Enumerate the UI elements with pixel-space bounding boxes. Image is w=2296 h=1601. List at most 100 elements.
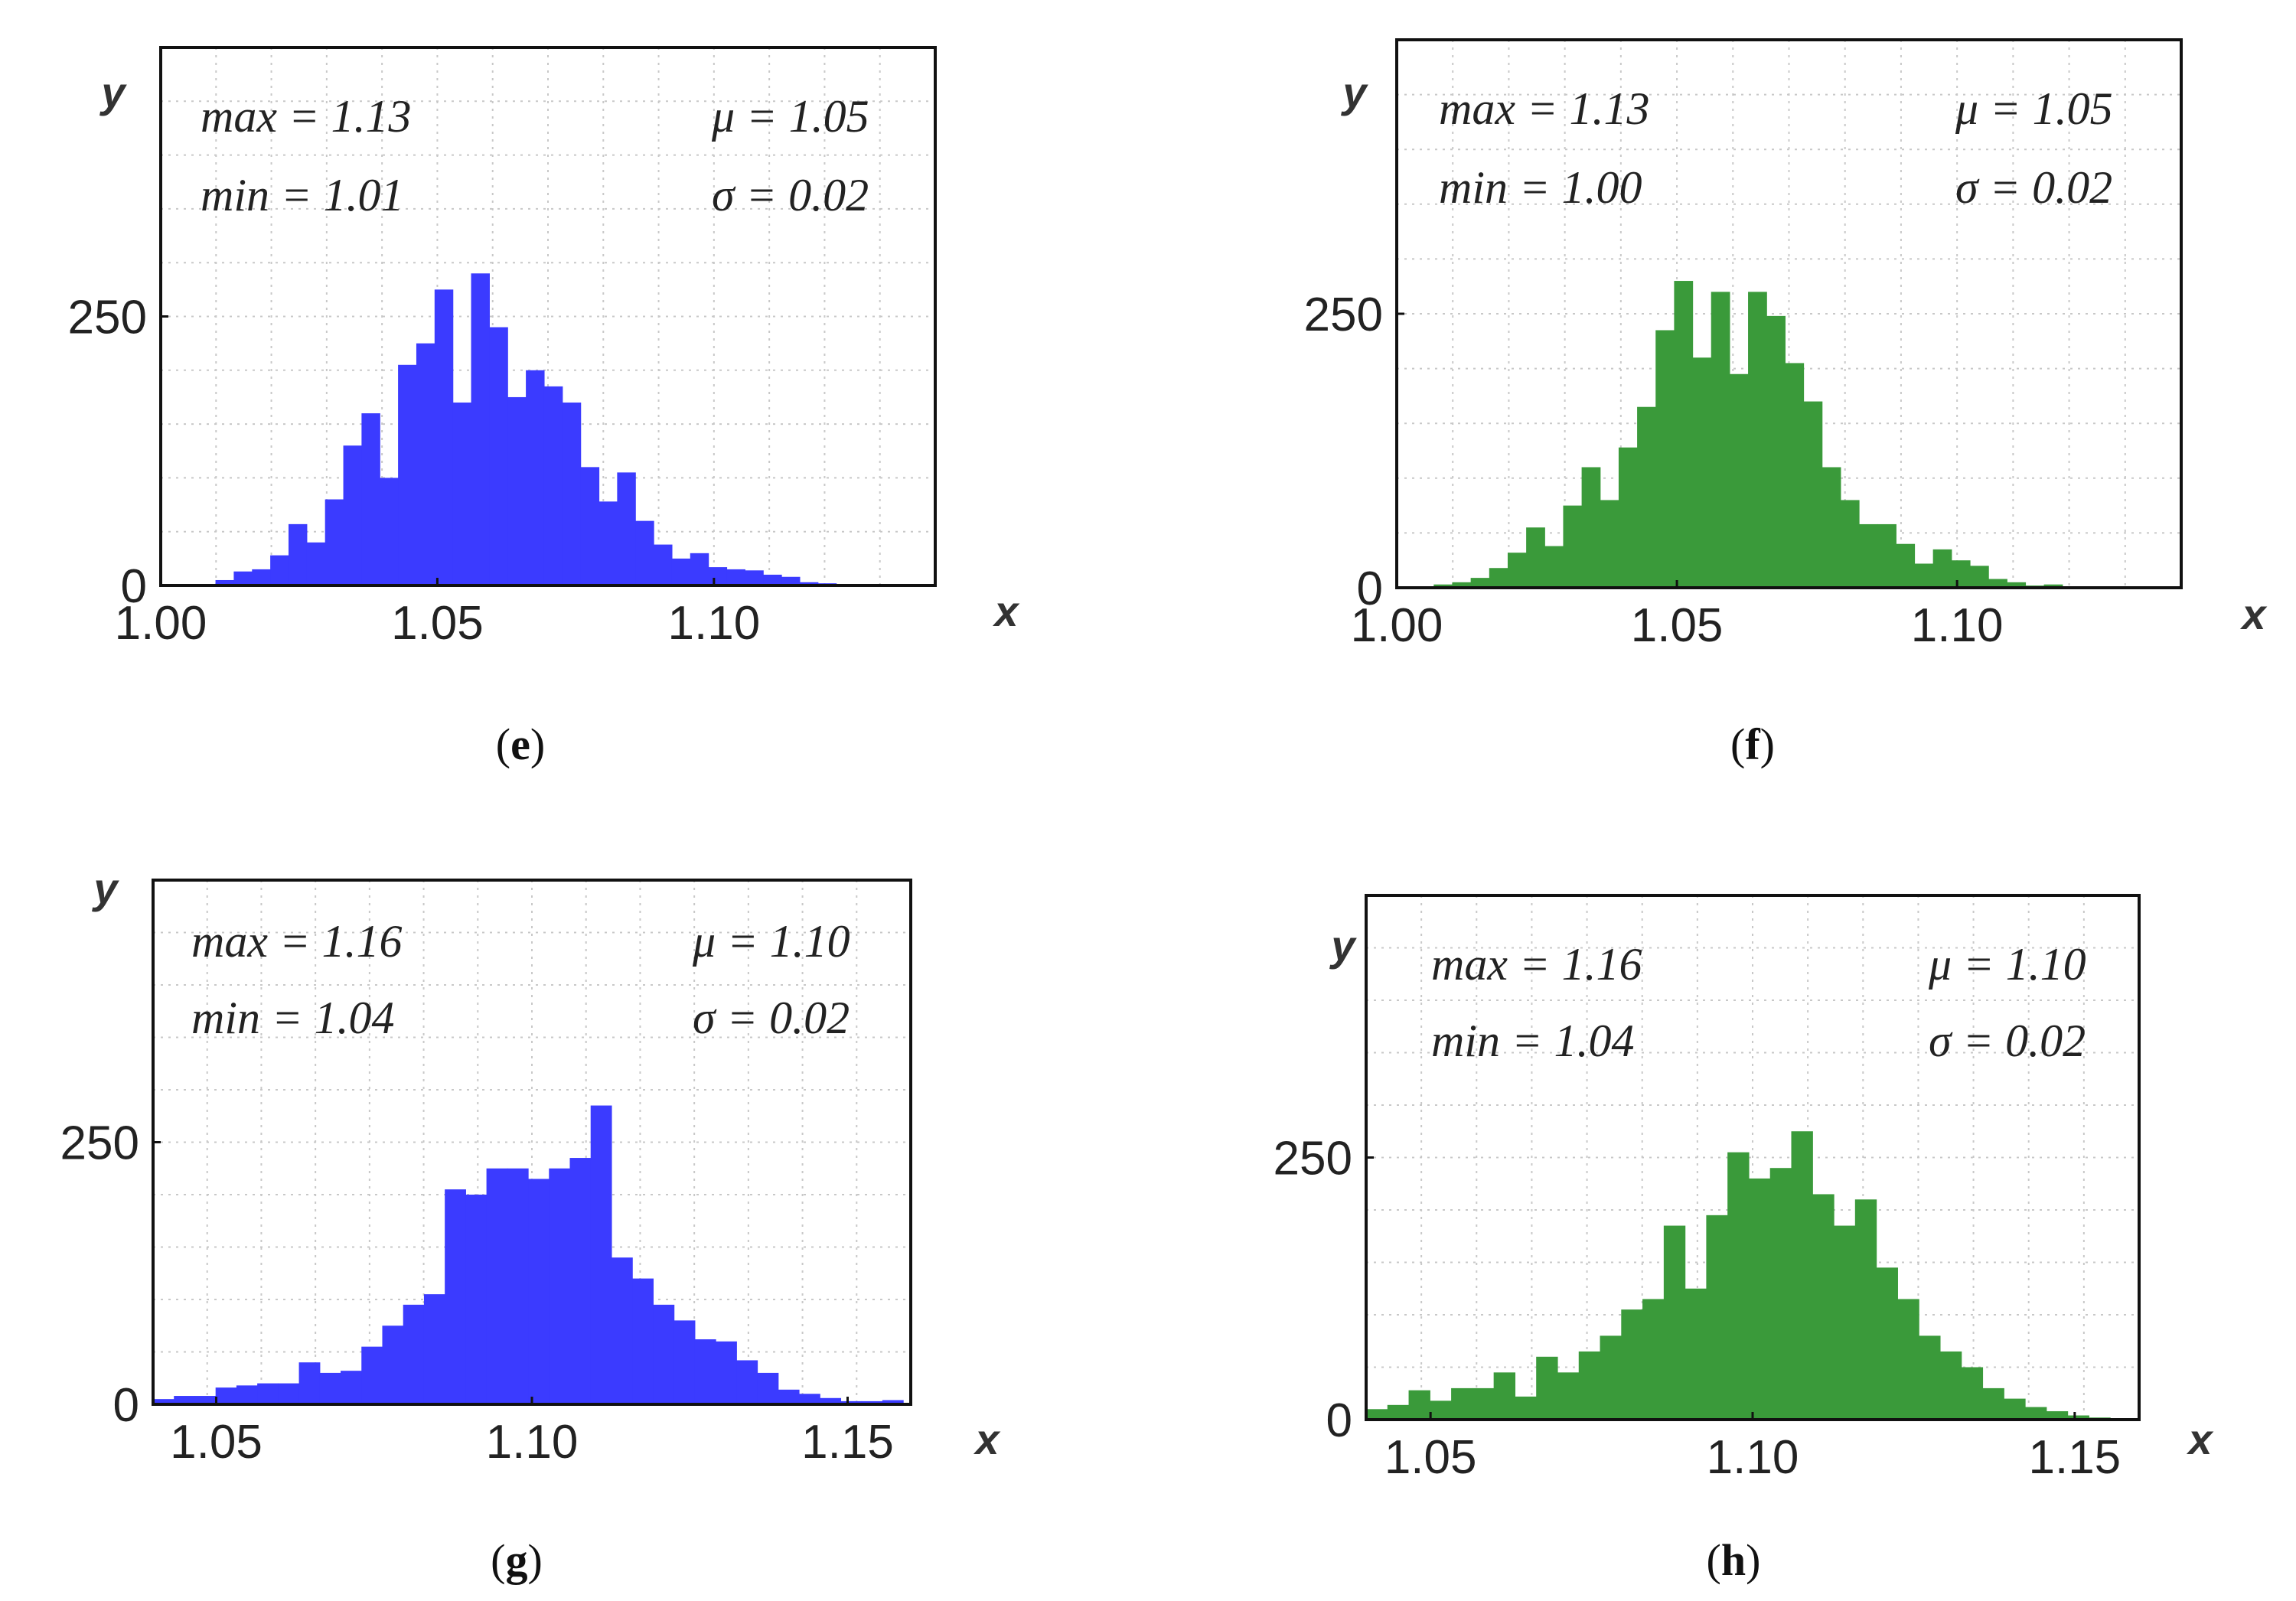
histogram-bar [319,1372,341,1404]
histogram-bar [507,1168,529,1404]
histogram-bar [2025,1407,2047,1420]
histogram-bar [1408,1390,1430,1420]
histogram-bar [1791,1131,1813,1420]
histogram-bar [2043,584,2063,588]
histogram-panel-g: 1.05 1.10 1.15 0 250 x y max = 1.16 min = 1.04 μ … [60,864,1002,1585]
histogram-bar [1914,563,1934,588]
x-axis-label: x [2186,1415,2214,1463]
histogram-bar [526,370,545,585]
histogram-bars [153,1105,904,1404]
histogram-bar [1692,357,1712,588]
stat-annotation-max: max = 1.13 [201,91,411,142]
histogram-bar [341,1371,362,1404]
histogram-bar [1932,549,1952,588]
histogram-bar [1507,553,1527,588]
histogram-bar [233,571,253,585]
histogram-bar [465,1195,488,1404]
histogram-bar [1637,406,1656,588]
histogram-bar [298,1362,321,1404]
histogram-bar [306,542,326,585]
histogram-bar [434,289,454,585]
x-tick-label: 1.10 [668,597,761,650]
histogram-bar [403,1304,425,1404]
x-tick-label: 1.05 [1384,1431,1477,1484]
histogram-bar [361,413,380,585]
x-axis-label: x [973,1415,1001,1463]
histogram-bar [528,1179,550,1404]
stat-annotation-sigma: σ = 0.02 [712,170,869,220]
stat-annotation-max: max = 1.16 [1431,939,1642,990]
histogram-bar [416,343,435,585]
histogram-bar [1526,527,1545,588]
histogram-bar [569,1158,592,1404]
histogram-bar [1544,546,1564,588]
histogram-bar [1766,315,1786,588]
histogram-bar [270,555,289,585]
histogram-bar [1729,373,1749,588]
stat-annotation-max: max = 1.16 [191,916,402,967]
histogram-bar [174,1396,196,1404]
histogram-bar [1536,1356,1558,1420]
stat-annotation-max: max = 1.13 [1439,83,1649,134]
histogram-bar [708,567,728,585]
histogram-bar [382,1325,404,1404]
histogram-bar [1727,1152,1750,1420]
histogram-bar [580,467,600,585]
histogram-bars [1433,281,2100,588]
histogram-bar [861,1400,883,1404]
histogram-bar [398,364,417,585]
y-axis-label: y [1329,921,1357,970]
histogram-bars [1366,1131,2132,1420]
y-tick-label: 250 [1304,289,1383,341]
histogram-bar [1557,1372,1580,1420]
histogram-bar [778,1389,800,1404]
histogram-bar [590,1105,612,1404]
y-tick-label: 0 [1357,562,1383,615]
histogram-bar [716,1341,737,1404]
histogram-bar [153,1399,174,1404]
histogram-bar [1600,1335,1622,1420]
histogram-bar [288,523,308,585]
histogram-bar [1578,1351,1601,1420]
histogram-bar [1769,1168,1792,1420]
x-tick-label: 1.05 [391,597,484,650]
histogram-bar [1387,1404,1410,1420]
histogram-bar [736,1360,758,1404]
histogram-bar [471,273,490,585]
histogram-bar [1433,584,1453,588]
histogram-bars [215,273,892,585]
histogram-bar [507,396,527,585]
histogram-bar [1919,1335,1941,1420]
histogram-bar [617,472,636,585]
histogram-bar [1988,579,2007,588]
histogram-bar [257,1383,279,1404]
histogram-bar [1470,578,1490,588]
stat-annotation-mu: μ = 1.05 [711,91,869,142]
histogram-bar [726,569,745,585]
histogram-panel-h: 1.05 1.10 1.15 0 250 x y max = 1.16 min = 1.04 μ … [1274,894,2214,1585]
panel-caption: (g) [491,1535,543,1585]
histogram-bar [1563,505,1583,588]
stat-annotation-min: min = 1.01 [201,170,404,220]
panel-caption: (e) [496,719,545,769]
histogram-bar [635,520,654,585]
stat-annotation-sigma: σ = 0.02 [1929,1016,2086,1066]
x-tick-label: 1.10 [1707,1431,1799,1484]
histogram-bar [1859,523,1878,588]
x-tick-label: 1.15 [2028,1431,2121,1484]
x-tick-label: 1.00 [1351,599,1443,652]
histogram-bar [1706,1215,1728,1420]
x-tick-label: 1.00 [115,597,207,650]
histogram-bar [562,402,582,585]
histogram-panel-e: 1.00 1.05 1.10 0 250 x y max = 1.13 min = 1.01 μ … [68,46,1020,769]
stat-annotation-min: min = 1.04 [191,993,395,1043]
histogram-bar [611,1257,633,1404]
histogram-bar [1854,1199,1877,1420]
histogram-bar [654,544,673,585]
histogram-bar [1748,1178,1771,1420]
histogram-bar [2067,1415,2089,1420]
histogram-bar [690,553,709,585]
grid-lines [161,47,935,585]
y-tick-label: 0 [121,560,147,613]
y-tick-label: 250 [60,1117,139,1170]
